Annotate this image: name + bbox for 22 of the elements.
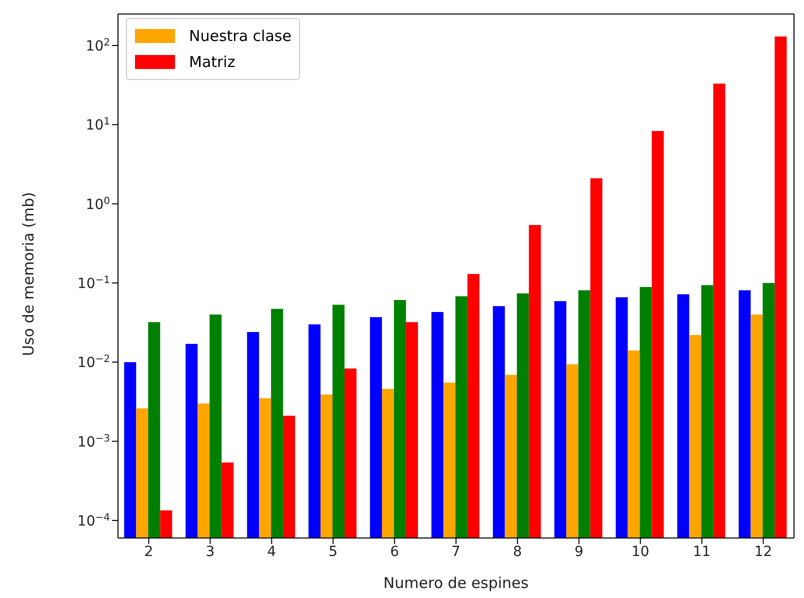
y-tick-label: 10$^{−1}$: [77, 274, 110, 292]
x-tick-label: 4: [267, 544, 276, 560]
x-tick-label: 12: [754, 544, 772, 560]
x-axis-title: Numero de espines: [383, 574, 529, 592]
legend-label: Matriz: [189, 53, 236, 71]
y-tick-label: 10$^{1}$: [86, 116, 110, 134]
x-tick-label: 11: [692, 544, 711, 560]
x-tick-label: 2: [144, 544, 154, 560]
x-tick-label: 7: [452, 544, 460, 560]
y-tick-label: 10$^{0}$: [86, 195, 110, 213]
y-tick-label: 10$^{−4}$: [77, 512, 110, 530]
x-tick-label: 8: [512, 544, 522, 560]
x-tick-label: 5: [328, 544, 338, 560]
x-tick-label: 3: [206, 544, 215, 560]
y-axis-title: Uso de memoria (mb): [19, 192, 38, 356]
legend-label: Nuestra clase: [189, 27, 292, 45]
y-tick-label: 10$^{−3}$: [77, 432, 110, 450]
x-tick-label: 9: [574, 544, 584, 560]
x-tick-label: 6: [390, 544, 400, 560]
x-tick-label: 10: [631, 544, 650, 560]
y-tick-label: 10$^{−2}$: [77, 354, 110, 372]
y-tick-label: 10$^{2}$: [86, 37, 110, 54]
